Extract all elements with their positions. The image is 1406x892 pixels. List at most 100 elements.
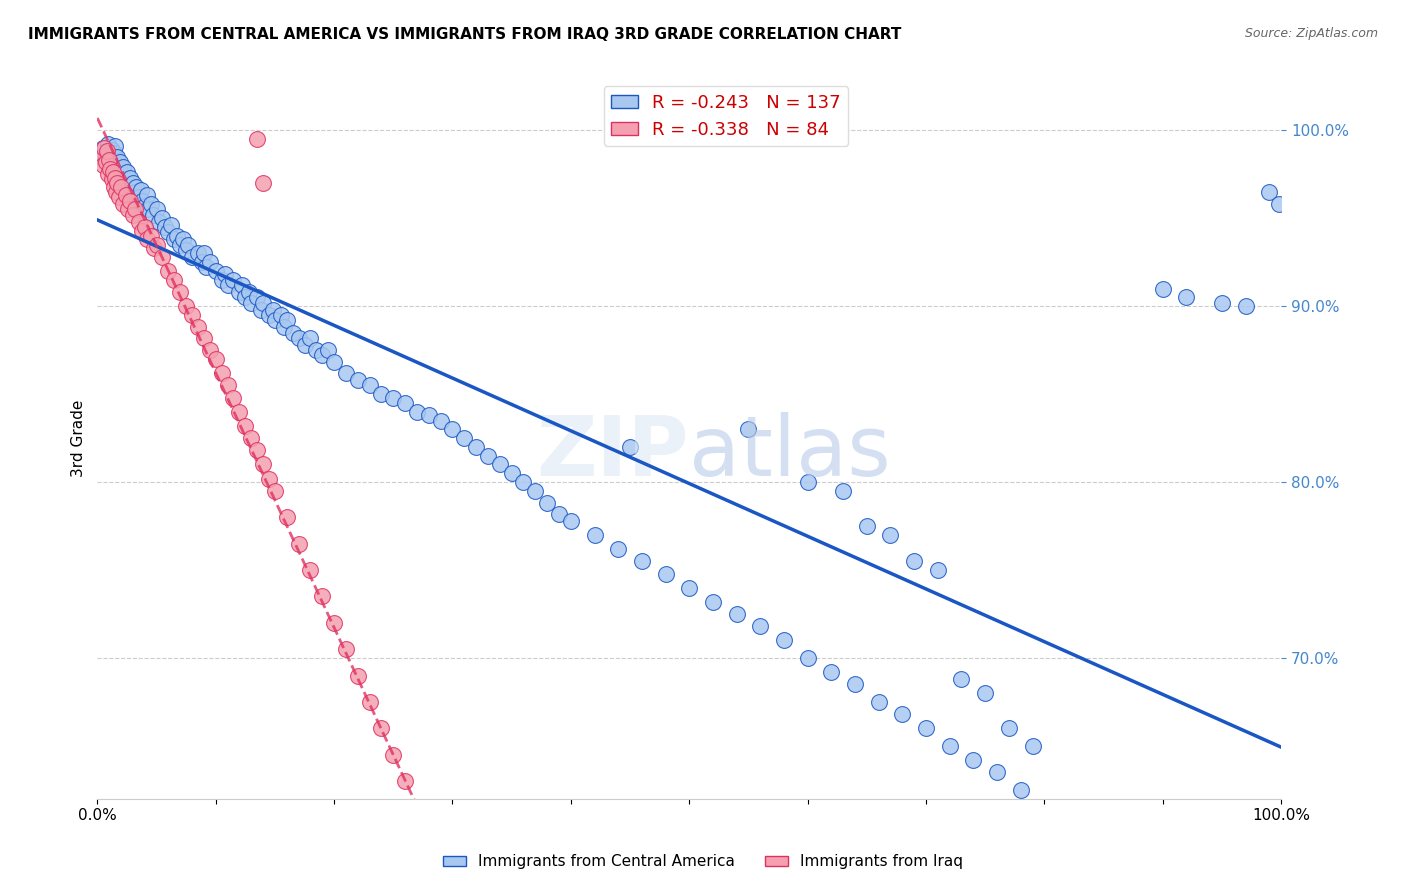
Text: ZIP: ZIP <box>537 412 689 493</box>
Point <box>264 313 287 327</box>
Point <box>96 145 118 159</box>
Point <box>129 183 152 197</box>
Point <box>246 132 269 146</box>
Point <box>174 243 197 257</box>
Point <box>281 326 304 340</box>
Point <box>103 179 125 194</box>
Point <box>382 747 405 762</box>
Point <box>159 218 181 232</box>
Legend: R = -0.243   N = 137, R = -0.338   N = 84: R = -0.243 N = 137, R = -0.338 N = 84 <box>603 87 848 146</box>
Text: Source: ZipAtlas.com: Source: ZipAtlas.com <box>1244 27 1378 40</box>
Point <box>240 431 263 445</box>
Point <box>204 264 226 278</box>
Point <box>1175 290 1198 304</box>
Point <box>287 331 309 345</box>
Text: atlas: atlas <box>689 412 891 493</box>
Point <box>276 510 298 524</box>
Point <box>359 695 381 709</box>
Point <box>163 273 186 287</box>
Point <box>1010 783 1032 797</box>
Text: IMMIGRANTS FROM CENTRAL AMERICA VS IMMIGRANTS FROM IRAQ 3RD GRADE CORRELATION CH: IMMIGRANTS FROM CENTRAL AMERICA VS IMMIG… <box>28 27 901 42</box>
Point <box>117 202 139 217</box>
Point <box>91 158 114 172</box>
Point <box>100 161 122 176</box>
Point <box>257 472 280 486</box>
Point <box>193 246 215 260</box>
Point <box>107 176 129 190</box>
Point <box>654 566 676 581</box>
Point <box>903 554 925 568</box>
Point <box>394 774 416 789</box>
Point <box>1258 185 1281 199</box>
Point <box>103 146 125 161</box>
Point <box>157 225 180 239</box>
Point <box>169 285 191 299</box>
Point <box>115 165 138 179</box>
Point <box>429 413 451 427</box>
Point <box>370 387 392 401</box>
Point <box>927 563 949 577</box>
Point <box>142 208 165 222</box>
Point <box>252 176 274 190</box>
Point <box>316 343 339 358</box>
Point <box>93 141 115 155</box>
Point <box>174 299 197 313</box>
Point <box>524 483 547 498</box>
Point <box>257 308 280 322</box>
Point <box>166 228 188 243</box>
Point <box>233 418 256 433</box>
Point <box>737 422 759 436</box>
Point <box>152 250 174 264</box>
Point <box>868 695 890 709</box>
Point <box>153 219 176 234</box>
Point <box>97 167 120 181</box>
Point <box>418 827 440 841</box>
Point <box>190 255 212 269</box>
Point <box>725 607 748 621</box>
Point <box>441 880 464 892</box>
Point <box>832 483 855 498</box>
Point <box>217 278 239 293</box>
Point <box>104 170 127 185</box>
Point <box>1234 299 1257 313</box>
Y-axis label: 3rd Grade: 3rd Grade <box>72 400 86 477</box>
Point <box>128 215 150 229</box>
Point <box>91 141 114 155</box>
Point <box>124 185 146 199</box>
Point <box>145 237 167 252</box>
Point <box>1211 295 1233 310</box>
Point <box>233 290 256 304</box>
Point <box>1267 197 1289 211</box>
Point <box>1152 281 1174 295</box>
Point <box>844 677 866 691</box>
Point <box>136 232 159 246</box>
Point <box>100 153 122 168</box>
Point <box>195 260 218 275</box>
Point <box>112 160 135 174</box>
Point <box>110 167 132 181</box>
Point <box>998 722 1021 736</box>
Point <box>394 396 416 410</box>
Point <box>124 202 146 217</box>
Point <box>222 391 245 405</box>
Point <box>465 440 488 454</box>
Point <box>406 405 429 419</box>
Point <box>228 405 250 419</box>
Point <box>96 145 118 159</box>
Point <box>204 351 226 366</box>
Point <box>1057 818 1080 832</box>
Point <box>335 642 357 657</box>
Point <box>105 185 128 199</box>
Point <box>773 633 796 648</box>
Point <box>131 194 153 208</box>
Point <box>311 348 333 362</box>
Point <box>211 366 233 380</box>
Point <box>193 331 215 345</box>
Point <box>879 528 901 542</box>
Point <box>107 150 129 164</box>
Point <box>217 378 239 392</box>
Point <box>134 219 156 234</box>
Point <box>198 343 221 358</box>
Point <box>323 615 346 630</box>
Point <box>294 338 316 352</box>
